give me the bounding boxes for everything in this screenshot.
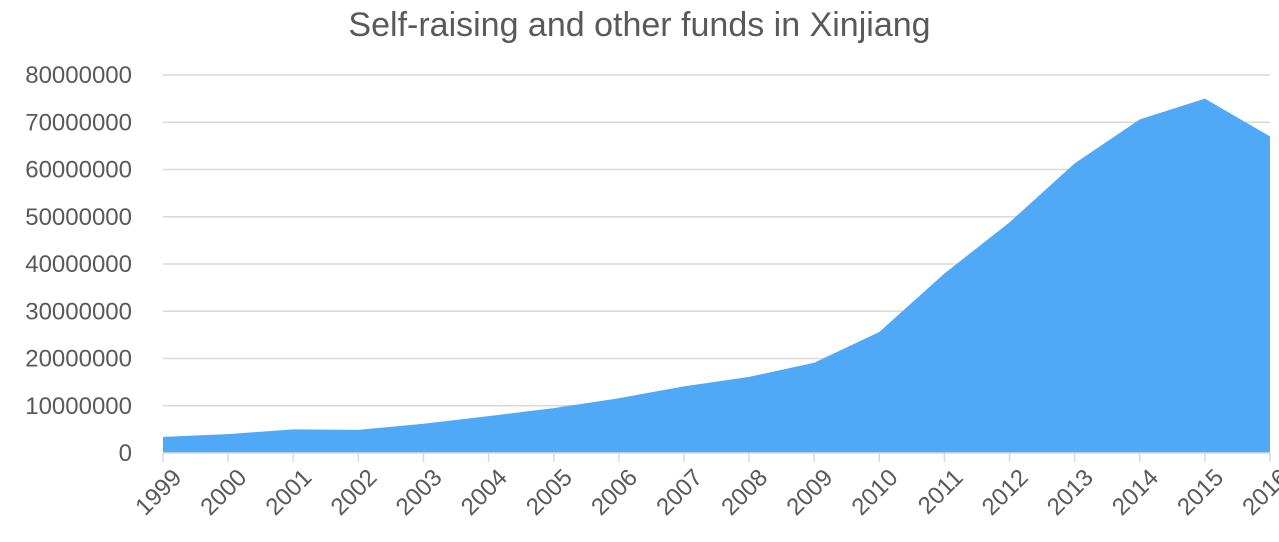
x-tick-label: 2002 bbox=[326, 464, 383, 521]
x-axis-ticks: 1999 2000 2001 2002 2003 2004 2005 2006 2007 2008… bbox=[130, 464, 1279, 521]
x-axis bbox=[162, 452, 1271, 462]
x-tick-label: 2009 bbox=[781, 464, 838, 521]
y-tick-label: 20000000 bbox=[25, 346, 132, 373]
x-tick-label: 1999 bbox=[130, 464, 187, 521]
y-tick-label: 50000000 bbox=[25, 204, 132, 231]
area-series bbox=[163, 98, 1270, 453]
x-tick-label: 2000 bbox=[195, 464, 252, 521]
x-tick-label: 2015 bbox=[1172, 464, 1229, 521]
x-tick-label: 2010 bbox=[847, 464, 904, 521]
y-axis-ticks: 0 10000000 20000000 30000000 40000000 5000000… bbox=[25, 62, 132, 467]
chart-title: Self-raising and other funds in Xinjiang bbox=[348, 6, 931, 44]
gridlines bbox=[163, 74, 1270, 407]
x-tick-label: 2008 bbox=[716, 464, 773, 521]
x-tick-label: 2013 bbox=[1042, 464, 1099, 521]
y-tick-label: 10000000 bbox=[25, 393, 132, 420]
x-tick-label: 2003 bbox=[391, 464, 448, 521]
x-tick-label: 2012 bbox=[977, 464, 1034, 521]
y-tick-label: 60000000 bbox=[25, 157, 132, 184]
x-tick-label: 2016 bbox=[1237, 464, 1279, 521]
x-tick-label: 2011 bbox=[913, 464, 969, 520]
x-tick-label: 2006 bbox=[586, 464, 643, 521]
x-tick-label: 2001 bbox=[261, 464, 318, 521]
y-tick-label: 70000000 bbox=[25, 109, 132, 136]
series-area bbox=[163, 98, 1270, 453]
x-tick-label: 2014 bbox=[1107, 464, 1164, 521]
x-tick-label: 2004 bbox=[456, 464, 513, 521]
x-tick-label: 2007 bbox=[651, 464, 708, 521]
y-tick-label: 80000000 bbox=[25, 62, 132, 89]
x-tick-label: 2005 bbox=[521, 464, 578, 521]
y-tick-label: 30000000 bbox=[25, 298, 132, 325]
y-tick-label: 40000000 bbox=[25, 251, 132, 278]
y-tick-label: 0 bbox=[119, 440, 132, 467]
